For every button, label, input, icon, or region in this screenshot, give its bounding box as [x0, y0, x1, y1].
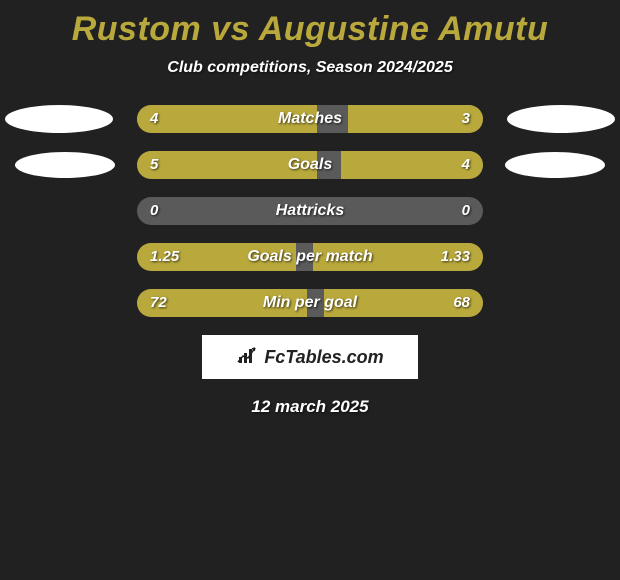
- stat-row: 00Hattricks: [0, 197, 620, 225]
- stats-chart: 43Matches 54Goals 00Hattricks 1.251.33Goals…: [0, 105, 620, 317]
- player-right-marker: [507, 105, 615, 133]
- stat-row: 7268Min per goal: [0, 289, 620, 317]
- logo-box: FcTables.com: [202, 335, 418, 379]
- stat-row: 54Goals: [0, 151, 620, 179]
- logo: FcTables.com: [236, 343, 383, 372]
- stat-label: Goals per match: [137, 243, 483, 271]
- logo-text: FcTables.com: [264, 347, 383, 368]
- page-title: Rustom vs Augustine Amutu: [0, 0, 620, 49]
- bar-chart-icon: [236, 343, 260, 372]
- stat-label: Goals: [137, 151, 483, 179]
- stat-row: 43Matches: [0, 105, 620, 133]
- comparison-page: Rustom vs Augustine Amutu Club competiti…: [0, 0, 620, 580]
- date-label: 12 march 2025: [0, 397, 620, 417]
- subtitle: Club competitions, Season 2024/2025: [0, 59, 620, 77]
- player-left-marker: [5, 105, 113, 133]
- stat-label: Matches: [137, 105, 483, 133]
- stat-row: 1.251.33Goals per match: [0, 243, 620, 271]
- player-left-marker: [15, 152, 115, 178]
- player-right-marker: [505, 152, 605, 178]
- stat-label: Hattricks: [137, 197, 483, 225]
- stat-label: Min per goal: [137, 289, 483, 317]
